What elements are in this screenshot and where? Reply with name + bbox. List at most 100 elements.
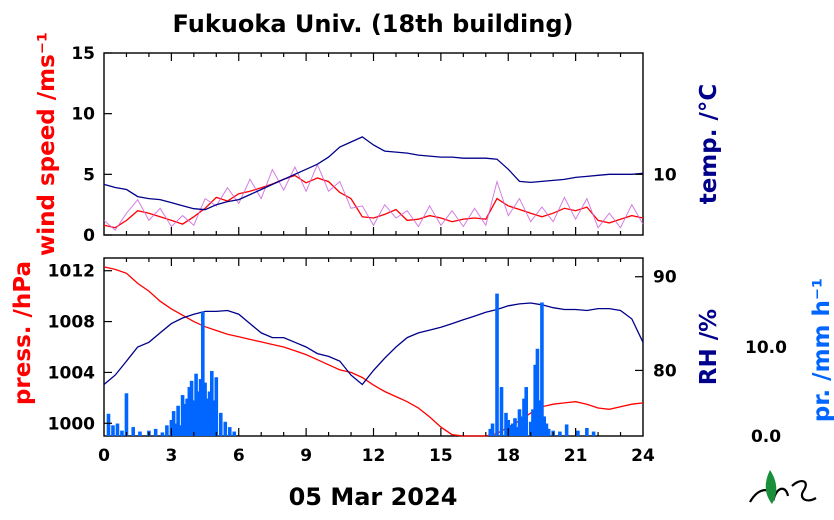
y-right-tick-label: 10 bbox=[653, 165, 677, 185]
temp-line bbox=[103, 136, 644, 211]
precip-bar bbox=[535, 348, 540, 436]
precip-bar bbox=[515, 427, 520, 436]
precip-bar bbox=[194, 373, 198, 436]
y-left-tick-label: 0 bbox=[83, 226, 95, 246]
precip-bar bbox=[120, 430, 124, 436]
precip-bar bbox=[169, 419, 174, 436]
tick-marks: 0 5 10 15 10 0 3 6 9 12 15 18 21 24 1000 1004 1008 1012 80… bbox=[48, 44, 787, 466]
precip-bar bbox=[564, 424, 569, 436]
y-right2-tick-label: 10.0 bbox=[745, 338, 787, 358]
y-left-label-top: wind speed /ms⁻¹ bbox=[34, 32, 60, 256]
y-left-label-bottom: press. /hPa bbox=[10, 261, 36, 405]
precip-bar bbox=[591, 431, 596, 436]
precip-bar bbox=[227, 427, 232, 436]
precip-bar bbox=[176, 405, 180, 436]
top-panel-frame bbox=[103, 52, 644, 236]
precip-bar bbox=[506, 419, 511, 436]
x-tick-label: 18 bbox=[496, 446, 520, 466]
precip-bar bbox=[519, 416, 524, 436]
x-tick-label: 21 bbox=[564, 446, 588, 466]
y-right-tick-label: 80 bbox=[653, 361, 677, 381]
precip-bar bbox=[540, 302, 544, 436]
precip-bar bbox=[531, 409, 535, 436]
precip-bar bbox=[180, 395, 185, 436]
precip-bar bbox=[165, 425, 169, 436]
y-left-tick-label: 5 bbox=[83, 165, 95, 185]
precip-bar bbox=[203, 382, 207, 436]
rh-line bbox=[103, 302, 644, 386]
precip-bar bbox=[490, 423, 495, 436]
precip-bar bbox=[576, 430, 580, 436]
precip-bar bbox=[174, 423, 178, 436]
precip-bar bbox=[111, 425, 115, 436]
precip-bar bbox=[517, 409, 522, 436]
precip-bar bbox=[513, 418, 517, 436]
x-tick-label: 3 bbox=[165, 446, 177, 466]
wind-speed-10-min-mean-line bbox=[103, 174, 644, 229]
precip-bar bbox=[544, 423, 549, 436]
precip-bar bbox=[214, 377, 219, 436]
precip-bar bbox=[178, 425, 183, 436]
press-line bbox=[103, 266, 644, 437]
precip-bar bbox=[205, 398, 210, 436]
precip-bar bbox=[218, 412, 223, 436]
bottom-panel-marks bbox=[103, 266, 644, 437]
top-panel-marks bbox=[103, 136, 644, 231]
y-right-label-top: temp. /°C bbox=[696, 84, 722, 205]
precip-bar bbox=[537, 400, 542, 436]
precip-bar bbox=[210, 371, 214, 436]
y-left-tick-label: 1012 bbox=[48, 262, 95, 282]
wind-speed-raw-line bbox=[103, 163, 644, 231]
precip-bar bbox=[558, 431, 562, 436]
precip-bar bbox=[192, 400, 196, 436]
precip-bar bbox=[585, 427, 589, 436]
y-right2-tick-label: 0.0 bbox=[751, 427, 781, 447]
precip-bar bbox=[115, 423, 120, 436]
precip-bar bbox=[542, 416, 546, 436]
precip-bar bbox=[124, 393, 129, 436]
precip-bar bbox=[212, 400, 216, 436]
x-tick-label: 12 bbox=[362, 446, 386, 466]
precip-bar bbox=[185, 398, 189, 436]
precip-bar bbox=[488, 428, 493, 436]
precip-bar bbox=[131, 427, 135, 436]
y-right2-label-bottom: pr. /mm h⁻¹ bbox=[809, 278, 834, 422]
precip-bar bbox=[187, 387, 192, 436]
x-tick-label: 24 bbox=[631, 446, 655, 466]
precip-bar bbox=[201, 311, 205, 436]
precip-bar bbox=[189, 380, 194, 436]
precip-bar bbox=[504, 412, 508, 436]
precip-bar bbox=[207, 391, 212, 436]
university-logo bbox=[749, 470, 817, 504]
y-left-tick-label: 10 bbox=[71, 105, 95, 125]
precip-bar bbox=[183, 403, 187, 436]
chart-title: Fukuoka Univ. (18th building) bbox=[173, 10, 574, 38]
precip-bar bbox=[106, 413, 111, 436]
precip-bar bbox=[533, 364, 537, 436]
x-tick-label: 6 bbox=[233, 446, 245, 466]
x-tick-label: 15 bbox=[429, 446, 453, 466]
precip-bar bbox=[138, 431, 142, 436]
y-right-tick-label: 90 bbox=[653, 268, 677, 288]
precip-bar bbox=[499, 387, 504, 436]
precip-bar bbox=[508, 425, 513, 436]
precip-bar bbox=[196, 391, 201, 436]
x-axis-date-label: 05 Mar 2024 bbox=[289, 483, 458, 511]
x-tick-label: 0 bbox=[98, 446, 110, 466]
precip-bar bbox=[232, 431, 237, 436]
precip-bar bbox=[198, 379, 203, 436]
precip-bar bbox=[528, 421, 533, 436]
precip-bar bbox=[153, 428, 158, 436]
y-left-tick-label: 15 bbox=[71, 44, 95, 64]
y-left-tick-label: 1000 bbox=[48, 414, 95, 434]
precip-bar bbox=[524, 387, 529, 436]
x-tick-label: 9 bbox=[300, 446, 312, 466]
precip-bar bbox=[495, 293, 499, 436]
y-left-tick-label: 1004 bbox=[48, 363, 95, 383]
precip-bar bbox=[510, 423, 515, 436]
precip-bar bbox=[522, 398, 526, 436]
precip-bar bbox=[546, 428, 551, 436]
y-right-label-bottom: RH /% bbox=[696, 309, 722, 385]
precip-bar bbox=[160, 432, 165, 436]
